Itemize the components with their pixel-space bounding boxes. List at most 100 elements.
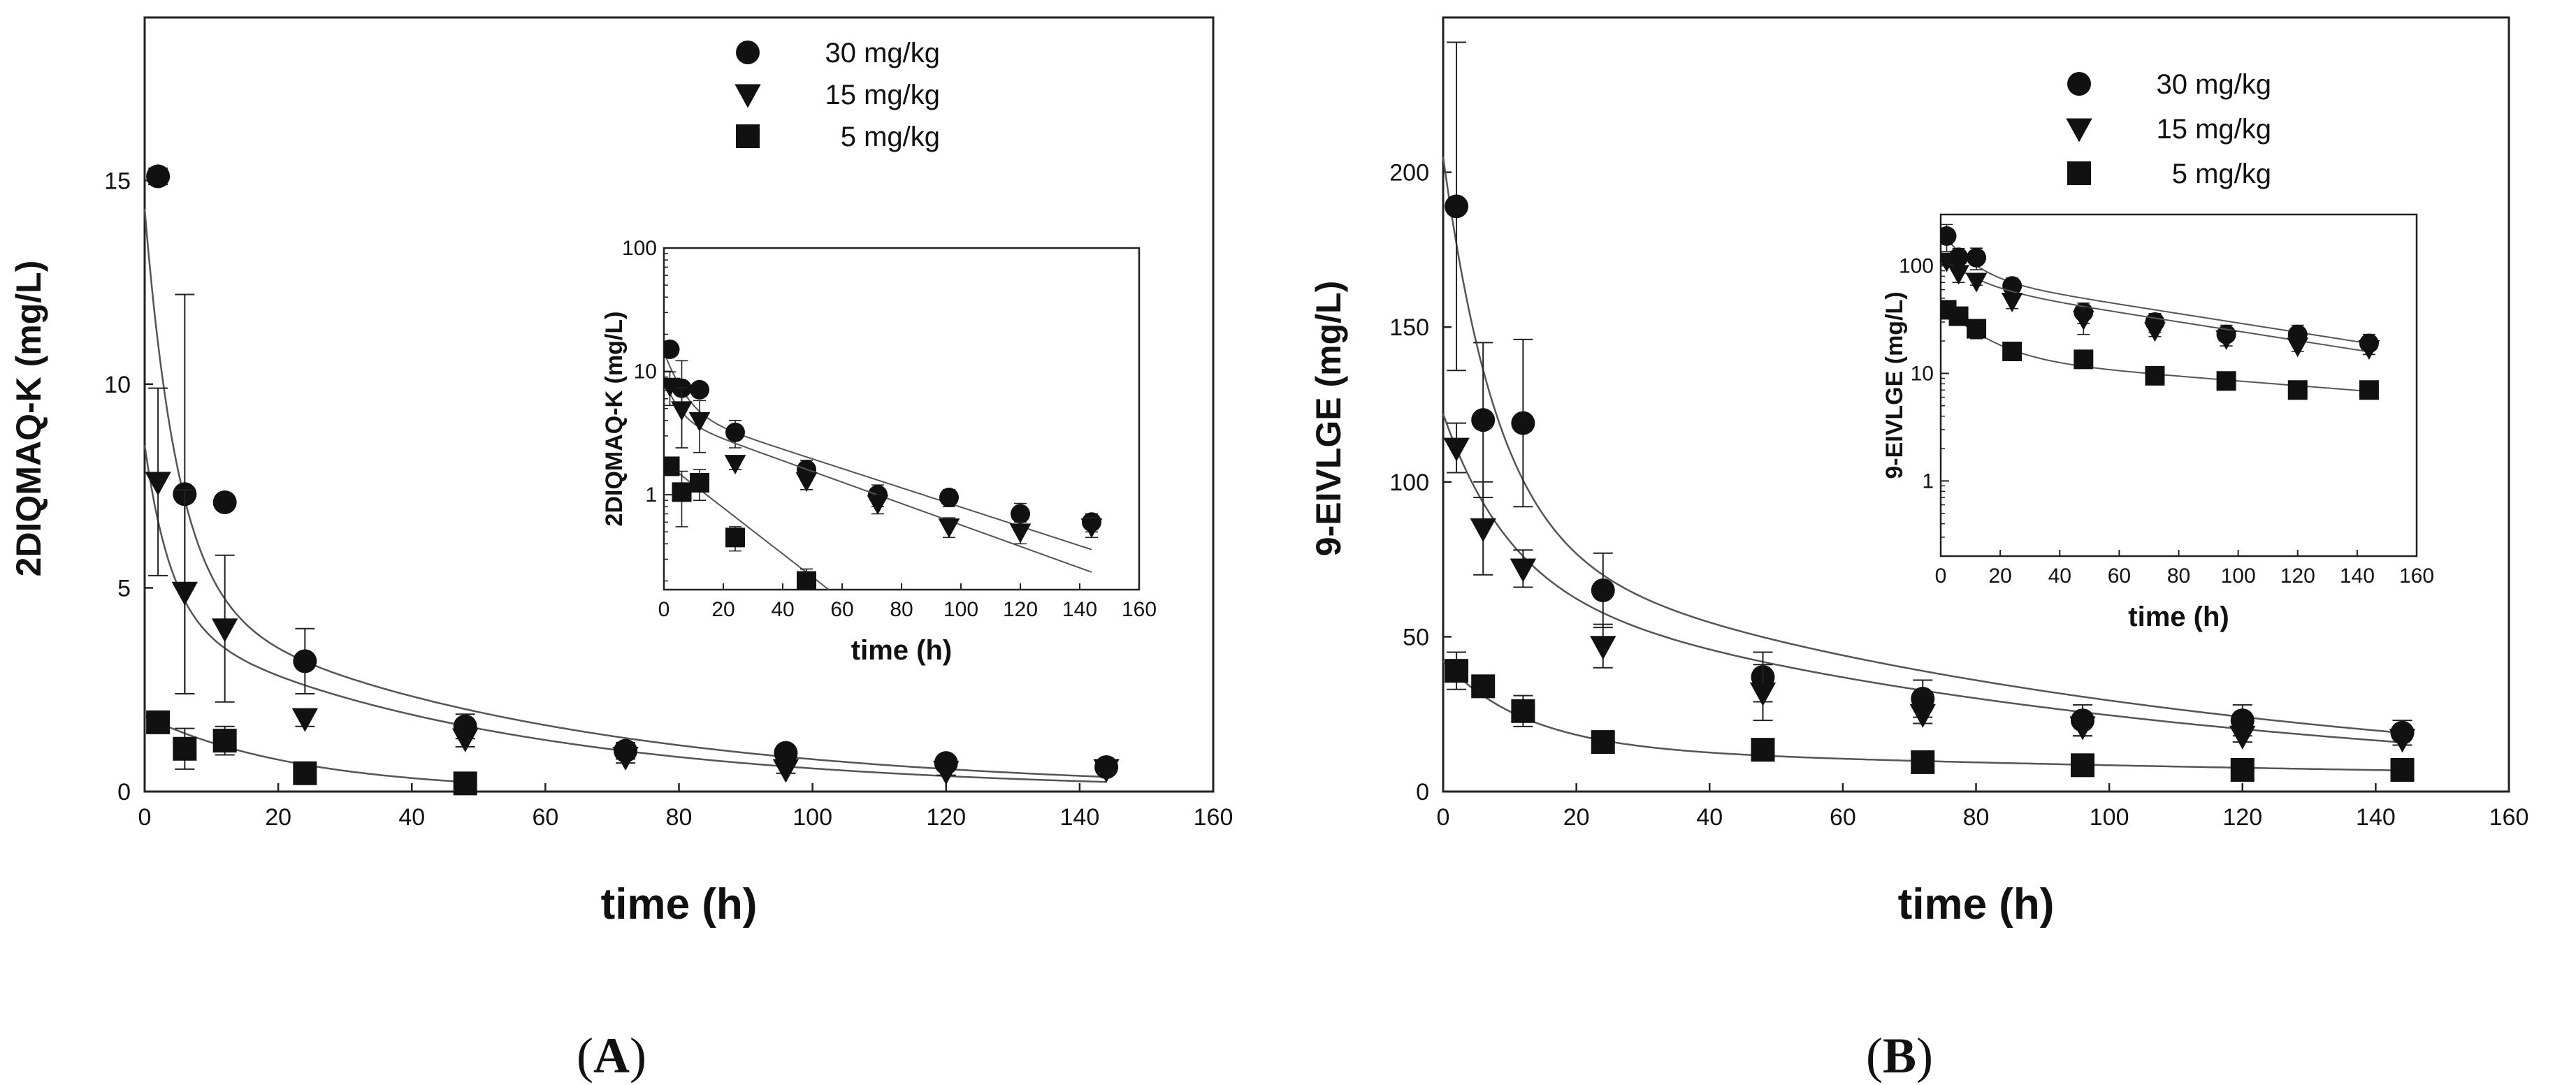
inset-data-point-15-mg-kg xyxy=(795,472,818,493)
data-point-15-mg-kg xyxy=(291,708,319,732)
inset-data-point-15-mg-kg xyxy=(938,518,960,539)
inset-x-tick-label: 100 xyxy=(2221,565,2256,588)
data-point-30-mg-kg xyxy=(212,490,237,514)
inset-y-tick-label: 1 xyxy=(1922,469,1934,493)
data-point-5-mg-kg xyxy=(1911,750,1935,774)
data-point-5-mg-kg xyxy=(2071,753,2094,778)
legend-label: 15 mg/kg xyxy=(825,80,940,110)
inset-data-point-5-mg-kg xyxy=(1948,306,1969,326)
inset-y-axis-label: 9-EIVLGE (mg/L) xyxy=(1881,291,1908,479)
legend-marker-30-mg-kg xyxy=(2067,72,2091,96)
data-point-5-mg-kg xyxy=(146,710,171,734)
inset-chart: 0 20 40 60 80 100 120 140 160 100 10 1 time (h) 2DIQM… xyxy=(601,237,1157,666)
x-tick-label: 100 xyxy=(2090,804,2129,831)
inset-x-tick-label: 140 xyxy=(2340,565,2375,588)
inset-x-tick-label: 60 xyxy=(2108,565,2131,588)
data-point-5-mg-kg xyxy=(1471,674,1496,699)
inset-data-point-30-mg-kg xyxy=(1011,504,1030,524)
x-tick-label: 160 xyxy=(2489,804,2529,831)
x-tick-label: 40 xyxy=(1696,804,1723,831)
y-tick-label: 150 xyxy=(1389,314,1429,341)
data-point-30-mg-kg xyxy=(1511,411,1535,435)
data-point-30-mg-kg xyxy=(146,164,171,189)
inset-data-point-5-mg-kg xyxy=(690,473,709,493)
inset-data-point-30-mg-kg xyxy=(1941,226,1957,246)
y-tick-label: 0 xyxy=(1416,779,1429,806)
inset-x-tick-label: 120 xyxy=(2280,565,2315,588)
inset-y-tick-label: 100 xyxy=(622,237,657,260)
data-point-5-mg-kg xyxy=(173,736,197,761)
inset-data-point-15-mg-kg xyxy=(1080,518,1103,539)
inset-plot-area xyxy=(1941,224,2380,400)
x-tick-label: 120 xyxy=(926,804,966,831)
data-point-15-mg-kg xyxy=(2389,729,2416,753)
data-point-5-mg-kg xyxy=(1591,730,1615,755)
x-tick-label: 80 xyxy=(1963,804,1990,831)
x-tick-label: 140 xyxy=(1060,804,1100,831)
inset-x-axis-label: time (h) xyxy=(851,635,952,666)
inset-y-tick-label: 10 xyxy=(634,361,657,384)
inset-data-point-5-mg-kg xyxy=(2287,380,2308,400)
x-tick-label: 0 xyxy=(1437,804,1450,831)
inset-data-point-5-mg-kg xyxy=(1967,319,1987,339)
inset-x-tick-label: 120 xyxy=(1003,598,1038,621)
inset-data-point-30-mg-kg xyxy=(1948,247,1969,268)
data-point-5-mg-kg xyxy=(2230,757,2255,782)
inset-data-point-30-mg-kg xyxy=(1967,247,1987,268)
inset-data-point-15-mg-kg xyxy=(688,412,711,432)
inset-data-point-5-mg-kg xyxy=(725,527,745,548)
x-tick-label: 120 xyxy=(2222,804,2262,831)
data-point-15-mg-kg xyxy=(145,472,171,496)
data-point-5-mg-kg xyxy=(1445,659,1469,683)
x-tick-label: 20 xyxy=(1563,804,1590,831)
y-axis-label: 9-EIVLGE (mg/L) xyxy=(1309,281,1348,556)
data-point-5-mg-kg xyxy=(1751,738,1775,762)
data-point-15-mg-kg xyxy=(1590,636,1616,660)
x-axis-label: time (h) xyxy=(601,880,758,929)
inset-x-tick-label: 20 xyxy=(711,598,735,621)
inset-y-tick-label: 10 xyxy=(1911,362,1934,385)
data-point-5-mg-kg xyxy=(453,771,477,796)
inset-data-point-15-mg-kg xyxy=(1941,252,1958,272)
legend-label: 15 mg/kg xyxy=(2156,114,2271,145)
inset-plot-area xyxy=(664,339,1103,590)
inset-data-point-30-mg-kg xyxy=(725,422,745,442)
y-axis-label: 2DIQMAQ-K (mg/L) xyxy=(9,261,48,577)
inset-x-tick-label: 100 xyxy=(943,598,978,621)
inset-x-tick-label: 80 xyxy=(890,598,913,621)
x-tick-label: 60 xyxy=(1830,804,1856,831)
inset-x-tick-label: 40 xyxy=(2048,565,2071,588)
inset-data-point-15-mg-kg xyxy=(724,455,746,475)
data-point-15-mg-kg xyxy=(1470,518,1496,542)
legend-marker-5-mg-kg xyxy=(736,124,760,148)
inset-data-point-15-mg-kg xyxy=(2287,337,2309,358)
inset-data-point-30-mg-kg xyxy=(664,339,680,359)
inset-data-point-30-mg-kg xyxy=(690,379,709,400)
legend-label: 30 mg/kg xyxy=(825,38,940,68)
inset-data-point-15-mg-kg xyxy=(2144,322,2166,342)
inset-data-point-15-mg-kg xyxy=(671,401,693,421)
x-tick-label: 100 xyxy=(793,804,832,831)
inset-data-point-15-mg-kg xyxy=(2001,293,2023,313)
legend-marker-15-mg-kg xyxy=(2066,118,2092,143)
inset-x-tick-label: 20 xyxy=(1988,565,2011,588)
x-tick-label: 160 xyxy=(1194,804,1233,831)
data-point-5-mg-kg xyxy=(212,729,237,753)
inset-data-point-15-mg-kg xyxy=(2215,330,2237,350)
data-point-30-mg-kg xyxy=(1591,578,1615,602)
y-tick-label: 10 xyxy=(104,372,131,398)
data-point-15-mg-kg xyxy=(2229,725,2256,750)
inset-x-axis-label: time (h) xyxy=(2128,602,2229,632)
y-tick-label: 0 xyxy=(117,779,131,806)
inset-data-point-15-mg-kg xyxy=(2358,340,2380,361)
inset-data-point-5-mg-kg xyxy=(2359,380,2379,400)
inset-x-tick-label: 140 xyxy=(1062,598,1097,621)
data-point-15-mg-kg xyxy=(1909,704,1936,728)
legend-marker-15-mg-kg xyxy=(735,84,761,108)
data-point-15-mg-kg xyxy=(211,618,238,643)
inset-data-point-30-mg-kg xyxy=(2002,276,2023,296)
inset-x-tick-label: 80 xyxy=(2167,565,2190,588)
legend-label: 30 mg/kg xyxy=(2156,69,2271,100)
y-tick-label: 100 xyxy=(1389,469,1429,496)
